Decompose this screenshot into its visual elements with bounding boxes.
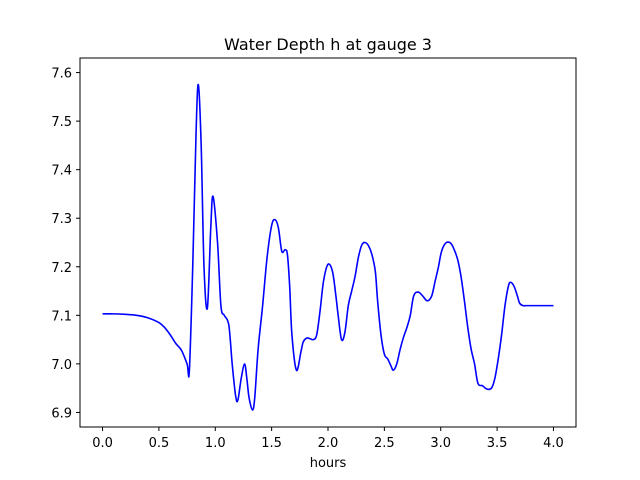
y-tick-label: 7.2 — [51, 261, 72, 276]
y-tick-label: 7.6 — [51, 67, 72, 82]
x-tick-label: 1.5 — [261, 436, 282, 451]
x-tick-label: 4.0 — [543, 436, 564, 451]
y-tick-label: 7.5 — [51, 115, 72, 130]
y-tick-label: 7.0 — [51, 358, 72, 373]
chart-title: Water Depth h at gauge 3 — [224, 35, 432, 54]
x-tick-label: 1.0 — [205, 436, 226, 451]
y-axis: 6.9 7.0 7.1 7.2 7.3 7.4 7.5 7.6 — [51, 67, 80, 421]
x-tick-label: 2.5 — [374, 436, 395, 451]
series-layer — [102, 83, 554, 411]
x-tick-label: 0.5 — [149, 436, 170, 451]
y-tick-label: 7.4 — [51, 164, 72, 179]
x-tick-label: 3.0 — [430, 436, 451, 451]
y-tick-label: 7.3 — [51, 212, 72, 227]
y-tick-label: 6.9 — [51, 406, 72, 421]
x-tick-label: 2.0 — [318, 436, 339, 451]
x-tick-label: 0.0 — [92, 436, 113, 451]
x-axis-label: hours — [310, 456, 347, 471]
y-tick-label: 7.1 — [51, 309, 72, 324]
x-tick-label: 3.5 — [487, 436, 508, 451]
x-axis: 0.0 0.5 1.0 1.5 2.0 2.5 3.0 3.5 4.0 — [92, 427, 564, 451]
series-line-0 — [102, 83, 554, 411]
